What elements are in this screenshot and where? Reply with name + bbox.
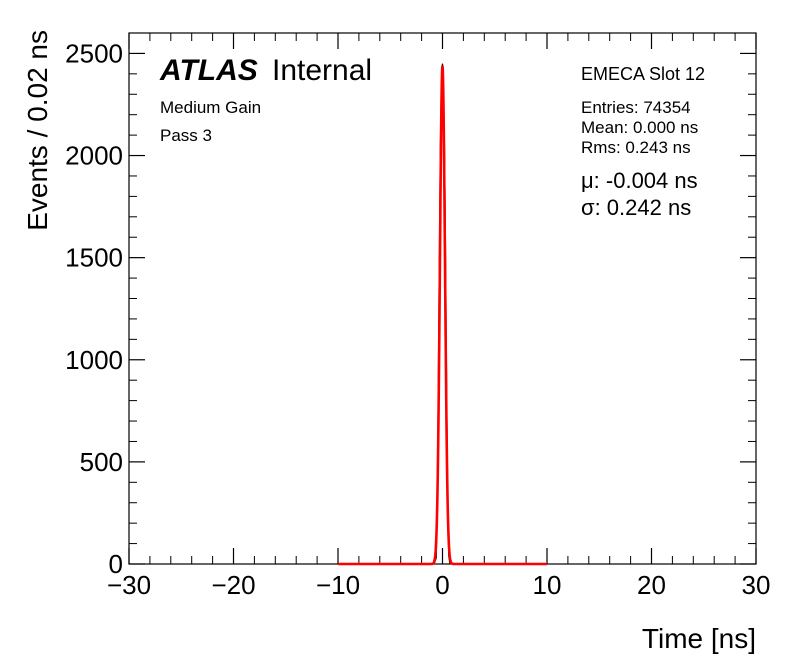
gaussian-fit-curve <box>338 65 547 566</box>
mean-label: Mean: 0.000 ns <box>581 118 698 137</box>
fit-mu-label: μ: -0.004 ns <box>581 168 698 193</box>
y-axis-title: Events / 0.02 ns <box>22 30 53 231</box>
y-tick-label: 0 <box>109 549 123 579</box>
x-tick-label: −20 <box>211 570 255 600</box>
pass-label: Pass 3 <box>160 126 212 145</box>
minor-ticks <box>129 32 756 564</box>
y-tick-label: 1000 <box>65 345 123 375</box>
x-tick-labels: −30 −20 −10 0 10 20 30 <box>107 570 771 600</box>
y-tick-label: 2500 <box>65 38 123 68</box>
x-tick-label: −10 <box>316 570 360 600</box>
entries-label: Entries: 74354 <box>581 98 691 117</box>
slot-label: EMECA Slot 12 <box>581 64 705 84</box>
x-tick-label: 30 <box>742 570 771 600</box>
x-axis-title: Time [ns] <box>642 623 756 654</box>
y-tick-label: 2000 <box>65 141 123 171</box>
y-tick-label: 1500 <box>65 243 123 273</box>
atlas-label: ATLAS <box>159 54 258 87</box>
x-tick-label: 10 <box>533 570 562 600</box>
major-ticks <box>128 33 757 565</box>
y-tick-labels: 0 500 1000 1500 2000 2500 <box>65 38 123 579</box>
x-tick-label: 0 <box>435 570 449 600</box>
internal-label: Internal <box>272 54 372 87</box>
x-tick-label: −30 <box>107 570 151 600</box>
fit-sigma-label: σ: 0.242 ns <box>581 195 691 220</box>
x-tick-label: 20 <box>637 570 666 600</box>
y-tick-label: 500 <box>80 447 123 477</box>
gain-label: Medium Gain <box>160 98 261 117</box>
rms-label: Rms: 0.243 ns <box>581 138 691 157</box>
